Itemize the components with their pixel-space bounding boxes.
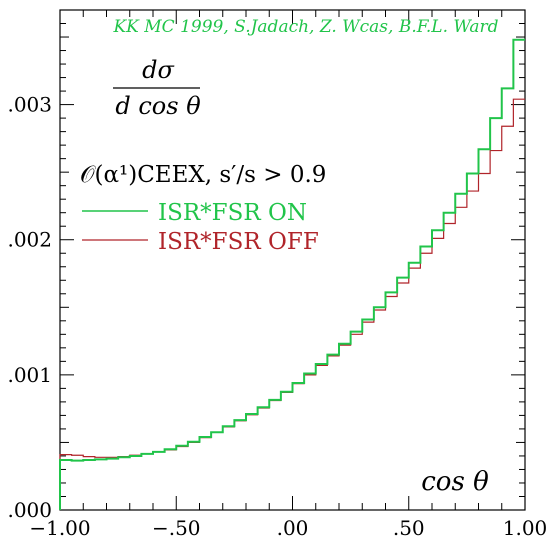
formula-numerator: dσ [142,56,174,84]
plot-frame [59,9,526,511]
legend-label-off: ISR*FSR OFF [158,229,319,255]
formula-denominator: d cos θ [115,92,201,120]
y-tick-label: .000 [7,498,52,522]
x-tick-label: .00 [277,516,309,540]
tick-labels: −1.00 −.50 .00 .50 1.00 .000 .001 .002 .003 [7,93,547,540]
tick-marks [59,10,526,511]
x-axis-label: cos θ [421,467,489,497]
series-isr-fsr-on [59,38,525,510]
series-isr-fsr-off [59,98,525,510]
x-tick-label: 1.00 [503,516,548,540]
credit-line: KK MC 1999, S.Jadach, Z. Wcas, B.F.L. Wa… [112,17,498,37]
y-tick-label: .001 [7,363,52,387]
x-tick-label: −1.00 [29,516,90,540]
x-tick-label: −.50 [152,516,201,540]
series-layer [59,38,525,510]
formula-order: 𝒪(α¹)CEEX, s′/s > 0.9 [80,162,326,188]
x-tick-label: .50 [393,516,425,540]
legend-label-on: ISR*FSR ON [158,200,307,226]
y-tick-label: .002 [7,228,52,252]
y-tick-label: .003 [7,93,52,117]
